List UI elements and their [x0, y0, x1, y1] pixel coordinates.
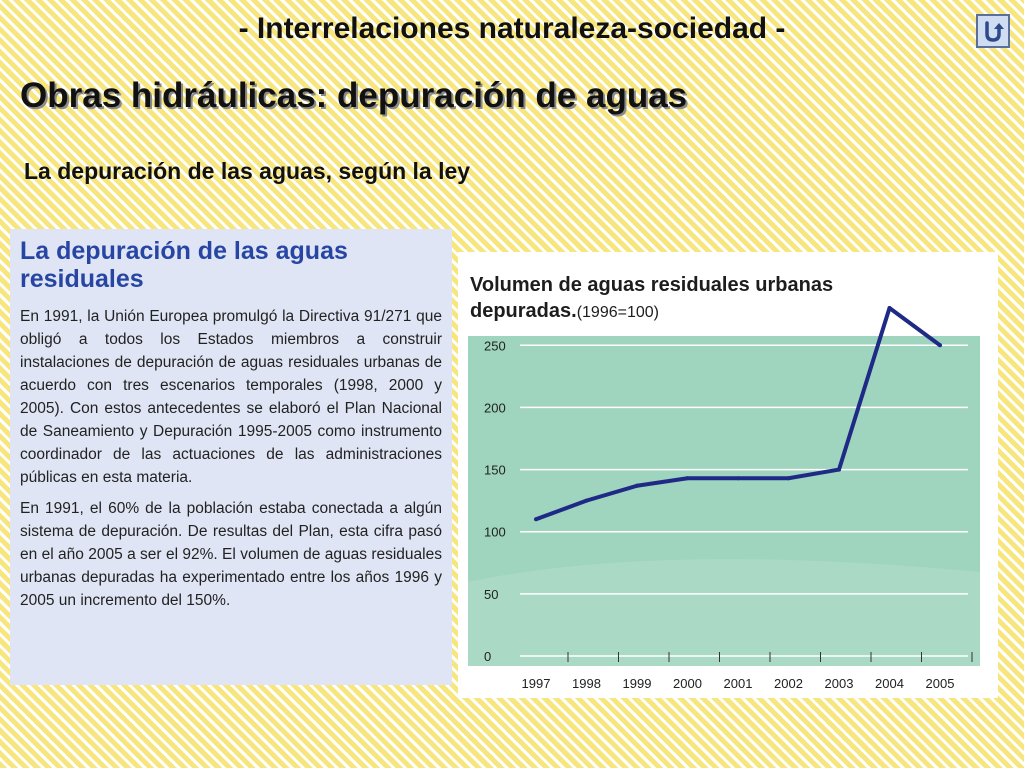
chart-title-note: (1996=100) [576, 304, 659, 321]
sub-heading: La depuración de las aguas, según la ley [24, 158, 471, 184]
line-chart: 0 50 100 150 200 250 1997 1998 1999 2000 2001 2002 2… [468, 306, 980, 691]
page-title: Obras hidráulicas: depuración de aguas [20, 76, 688, 115]
text-panel: La depuración de las aguas residuales En… [10, 229, 452, 685]
x-tick-label: 2002 [774, 676, 803, 691]
chart-title: Volumen de aguas residuales urbanas depu… [470, 272, 940, 326]
section-subtitle: - Interrelaciones naturaleza-sociedad - [238, 12, 786, 45]
data-point [584, 498, 589, 503]
x-tick-label: 2005 [926, 676, 955, 691]
plot-texture [468, 559, 980, 666]
y-tick-label: 250 [484, 338, 506, 353]
panel-paragraph-2: En 1991, el 60% de la población estaba c… [20, 500, 442, 609]
data-point [837, 467, 841, 472]
panel-title: La depuración de las aguas residuales [20, 237, 348, 293]
y-tick-label: 0 [484, 649, 491, 664]
x-tick-label: 2003 [825, 676, 854, 691]
x-tick-label: 1997 [522, 676, 551, 691]
x-tick-label: 2000 [673, 676, 702, 691]
x-tick-label: 2001 [724, 676, 753, 691]
y-tick-label: 150 [484, 463, 506, 478]
home-button[interactable] [976, 14, 1010, 48]
data-point [736, 476, 740, 481]
chart-title-main: Volumen de aguas residuales urbanas depu… [470, 274, 834, 322]
data-point [685, 476, 690, 481]
chart-panel: Volumen de aguas residuales urbanas depu… [458, 252, 998, 698]
x-tick-label: 1999 [623, 676, 652, 691]
return-arrow-icon [985, 21, 1004, 42]
y-tick-label: 200 [484, 400, 506, 415]
x-tick-label: 2004 [875, 676, 904, 691]
data-point [938, 343, 942, 348]
y-tick-label: 50 [484, 587, 498, 602]
panel-paragraph-1: En 1991, la Unión Europea promulgó la Di… [20, 308, 442, 486]
data-point [887, 306, 892, 310]
data-point [786, 476, 791, 481]
data-point [534, 517, 538, 522]
data-point [635, 483, 639, 488]
y-tick-label: 100 [484, 525, 506, 540]
x-tick-label: 1998 [572, 676, 601, 691]
